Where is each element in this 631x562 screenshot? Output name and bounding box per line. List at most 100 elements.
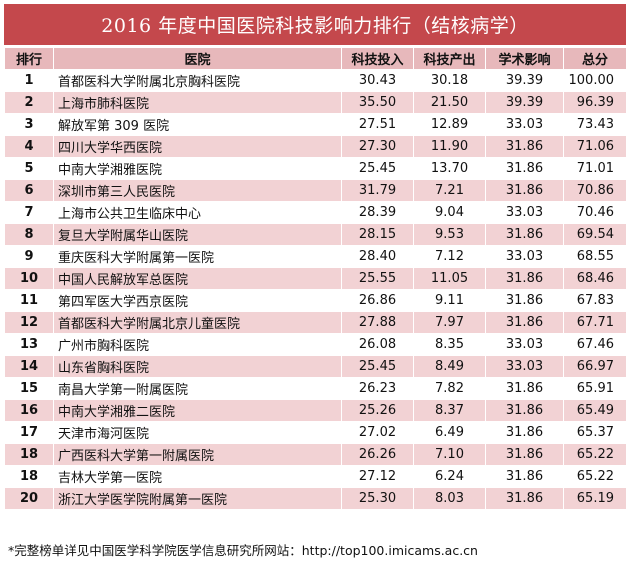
- header-rank: 排行: [4, 47, 54, 70]
- total-score-cell: 67.71: [563, 311, 627, 334]
- header-hospital: 医院: [53, 47, 342, 70]
- total-score-cell: 65.37: [563, 421, 627, 444]
- table-row: 3 解放军第 309 医院 27.51 12.89 33.03 73.43: [4, 113, 627, 136]
- tech-input-cell: 26.08: [341, 333, 414, 356]
- table-row: 4 四川大学华西医院 27.30 11.90 31.86 71.06: [4, 135, 627, 158]
- total-score-cell: 65.19: [563, 487, 627, 510]
- hospital-cell: 南昌大学第一附属医院: [53, 377, 342, 400]
- tech-input-cell: 35.50: [341, 91, 414, 114]
- tech-output-cell: 8.37: [413, 399, 486, 422]
- hospital-cell: 上海市公共卫生临床中心: [53, 201, 342, 224]
- rank-cell: 18: [4, 443, 54, 466]
- rank-cell: 6: [4, 179, 54, 202]
- rank-cell: 15: [4, 377, 54, 400]
- hospital-cell: 首都医科大学附属北京儿童医院: [53, 311, 342, 334]
- hospital-cell: 中国人民解放军总医院: [53, 267, 342, 290]
- total-score-cell: 73.43: [563, 113, 627, 136]
- hospital-cell: 复旦大学附属华山医院: [53, 223, 342, 246]
- table-row: 18 广西医科大学第一附属医院 26.26 7.10 31.86 65.22: [4, 443, 627, 466]
- tech-output-cell: 9.11: [413, 289, 486, 312]
- rank-cell: 14: [4, 355, 54, 378]
- tech-output-cell: 11.90: [413, 135, 486, 158]
- tech-output-cell: 8.03: [413, 487, 486, 510]
- tech-output-cell: 6.49: [413, 421, 486, 444]
- tech-output-cell: 30.18: [413, 69, 486, 92]
- tech-input-cell: 26.23: [341, 377, 414, 400]
- tech-output-cell: 7.82: [413, 377, 486, 400]
- table-header-row: 排行 医院 科技投入 科技产出 学术影响 总分: [4, 47, 627, 70]
- tech-input-cell: 27.51: [341, 113, 414, 136]
- tech-output-cell: 8.35: [413, 333, 486, 356]
- rank-cell: 8: [4, 223, 54, 246]
- hospital-cell: 首都医科大学附属北京胸科医院: [53, 69, 342, 92]
- rank-cell: 1: [4, 69, 54, 92]
- total-score-cell: 67.83: [563, 289, 627, 312]
- academic-impact-cell: 31.86: [485, 289, 564, 312]
- academic-impact-cell: 39.39: [485, 91, 564, 114]
- academic-impact-cell: 31.86: [485, 487, 564, 510]
- header-total-score: 总分: [563, 47, 627, 70]
- tech-output-cell: 7.97: [413, 311, 486, 334]
- hospital-cell: 重庆医科大学附属第一医院: [53, 245, 342, 268]
- tech-input-cell: 27.12: [341, 465, 414, 488]
- rank-cell: 17: [4, 421, 54, 444]
- tech-input-cell: 25.55: [341, 267, 414, 290]
- tech-output-cell: 13.70: [413, 157, 486, 180]
- tech-output-cell: 7.21: [413, 179, 486, 202]
- total-score-cell: 71.06: [563, 135, 627, 158]
- table-row: 2 上海市肺科医院 35.50 21.50 39.39 96.39: [4, 91, 627, 114]
- rank-cell: 3: [4, 113, 54, 136]
- tech-input-cell: 31.79: [341, 179, 414, 202]
- hospital-cell: 中南大学湘雅二医院: [53, 399, 342, 422]
- rank-cell: 2: [4, 91, 54, 114]
- academic-impact-cell: 31.86: [485, 223, 564, 246]
- header-academic-impact: 学术影响: [485, 47, 564, 70]
- tech-input-cell: 25.26: [341, 399, 414, 422]
- academic-impact-cell: 33.03: [485, 333, 564, 356]
- total-score-cell: 70.46: [563, 201, 627, 224]
- rank-cell: 10: [4, 267, 54, 290]
- academic-impact-cell: 31.86: [485, 421, 564, 444]
- hospital-cell: 四川大学华西医院: [53, 135, 342, 158]
- rank-cell: 13: [4, 333, 54, 356]
- total-score-cell: 70.86: [563, 179, 627, 202]
- academic-impact-cell: 39.39: [485, 69, 564, 92]
- academic-impact-cell: 31.86: [485, 465, 564, 488]
- tech-output-cell: 12.89: [413, 113, 486, 136]
- total-score-cell: 69.54: [563, 223, 627, 246]
- rank-cell: 4: [4, 135, 54, 158]
- total-score-cell: 96.39: [563, 91, 627, 114]
- table-row: 16 中南大学湘雅二医院 25.26 8.37 31.86 65.49: [4, 399, 627, 422]
- rank-cell: 9: [4, 245, 54, 268]
- academic-impact-cell: 33.03: [485, 113, 564, 136]
- total-score-cell: 71.01: [563, 157, 627, 180]
- hospital-cell: 浙江大学医学院附属第一医院: [53, 487, 342, 510]
- table-row: 20 浙江大学医学院附属第一医院 25.30 8.03 31.86 65.19: [4, 487, 627, 510]
- tech-input-cell: 26.26: [341, 443, 414, 466]
- hospital-cell: 上海市肺科医院: [53, 91, 342, 114]
- total-score-cell: 65.49: [563, 399, 627, 422]
- academic-impact-cell: 33.03: [485, 245, 564, 268]
- hospital-cell: 广州市胸科医院: [53, 333, 342, 356]
- rank-cell: 18: [4, 465, 54, 488]
- table-row: 18 吉林大学第一医院 27.12 6.24 31.86 65.22: [4, 465, 627, 488]
- tech-input-cell: 26.86: [341, 289, 414, 312]
- table-row: 12 首都医科大学附属北京儿童医院 27.88 7.97 31.86 67.71: [4, 311, 627, 334]
- table-row: 1 首都医科大学附属北京胸科医院 30.43 30.18 39.39 100.00: [4, 69, 627, 92]
- table-row: 6 深圳市第三人民医院 31.79 7.21 31.86 70.86: [4, 179, 627, 202]
- hospital-cell: 山东省胸科医院: [53, 355, 342, 378]
- rank-cell: 20: [4, 487, 54, 510]
- table-row: 13 广州市胸科医院 26.08 8.35 33.03 67.46: [4, 333, 627, 356]
- tech-output-cell: 7.12: [413, 245, 486, 268]
- tech-input-cell: 27.30: [341, 135, 414, 158]
- tech-output-cell: 8.49: [413, 355, 486, 378]
- table-row: 7 上海市公共卫生临床中心 28.39 9.04 33.03 70.46: [4, 201, 627, 224]
- tech-input-cell: 27.88: [341, 311, 414, 334]
- footnote: *完整榜单详见中国医学科学院医学信息研究所网站：http://top100.im…: [8, 543, 478, 558]
- table-row: 14 山东省胸科医院 25.45 8.49 33.03 66.97: [4, 355, 627, 378]
- tech-input-cell: 25.45: [341, 157, 414, 180]
- academic-impact-cell: 33.03: [485, 355, 564, 378]
- tech-input-cell: 27.02: [341, 421, 414, 444]
- total-score-cell: 66.97: [563, 355, 627, 378]
